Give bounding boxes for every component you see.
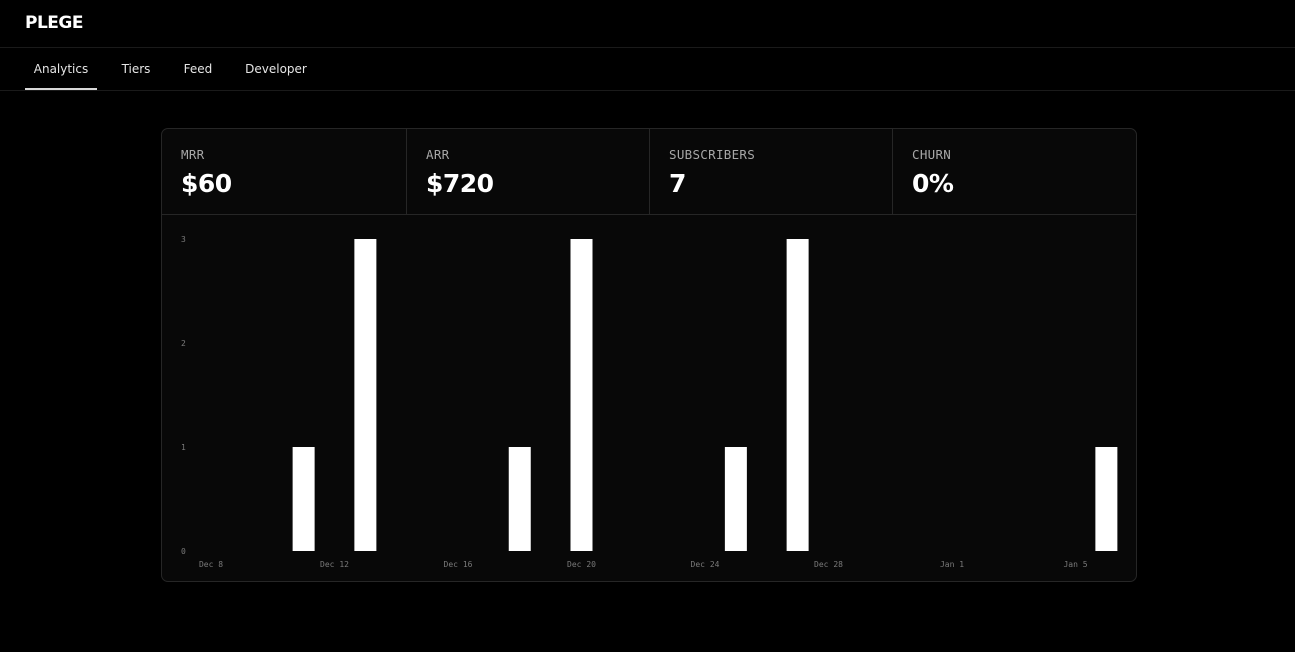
chart-bar[interactable] <box>570 239 593 551</box>
analytics-card: MRR $60 ARR $720 SUBSCRIBERS 7 CHURN 0% … <box>161 128 1137 582</box>
tab-feed[interactable]: Feed <box>183 62 213 76</box>
chart-bar[interactable] <box>1095 447 1118 551</box>
x-tick-label: Dec 8 <box>199 560 223 569</box>
y-tick-label: 1 <box>181 443 186 452</box>
x-tick-label: Jan 5 <box>1063 560 1087 569</box>
x-tick-label: Dec 20 <box>567 560 596 569</box>
chart-bar[interactable] <box>354 239 377 551</box>
x-tick-label: Dec 12 <box>320 560 349 569</box>
x-tick-label: Jan 1 <box>940 560 964 569</box>
stat-label: MRR <box>181 147 205 162</box>
top-bar: PLEGE <box>0 0 1295 48</box>
stat-value: $720 <box>426 169 494 198</box>
x-tick-label: Dec 16 <box>444 560 473 569</box>
stat-label: SUBSCRIBERS <box>669 147 756 162</box>
subscribers-chart: 0 1 2 3 Dec 8 Dec 12 Dec 16 Dec 20 Dec 24 Dec 28 J… <box>162 215 1136 581</box>
bar-chart-svg: 0 1 2 3 Dec 8 Dec 12 Dec 16 Dec 20 Dec 24 Dec 28 J… <box>181 235 1118 569</box>
app-logo[interactable]: PLEGE <box>25 13 83 33</box>
chart-bar[interactable] <box>786 239 809 551</box>
stat-value: 7 <box>669 169 686 198</box>
y-tick-label: 3 <box>181 235 186 244</box>
stat-mrr: MRR $60 <box>162 129 407 214</box>
stat-churn: CHURN 0% <box>893 129 1136 214</box>
y-tick-label: 0 <box>181 547 186 556</box>
stat-label: CHURN <box>912 147 952 162</box>
stat-value: $60 <box>181 169 232 198</box>
stat-value: 0% <box>912 169 954 198</box>
x-tick-label: Dec 28 <box>814 560 843 569</box>
x-tick-label: Dec 24 <box>691 560 720 569</box>
stat-label: ARR <box>426 147 450 162</box>
y-tick-label: 2 <box>181 339 186 348</box>
nav-tabs: Analytics Tiers Feed Developer <box>0 48 1295 91</box>
chart-bar[interactable] <box>292 447 315 551</box>
chart-bar[interactable] <box>508 447 531 551</box>
chart-bar[interactable] <box>724 447 747 551</box>
stat-subscribers: SUBSCRIBERS 7 <box>650 129 893 214</box>
tab-tiers[interactable]: Tiers <box>121 62 151 76</box>
stats-row: MRR $60 ARR $720 SUBSCRIBERS 7 CHURN 0% <box>162 129 1136 215</box>
tab-analytics[interactable]: Analytics <box>25 48 97 90</box>
stat-arr: ARR $720 <box>407 129 650 214</box>
tab-developer[interactable]: Developer <box>245 62 307 76</box>
